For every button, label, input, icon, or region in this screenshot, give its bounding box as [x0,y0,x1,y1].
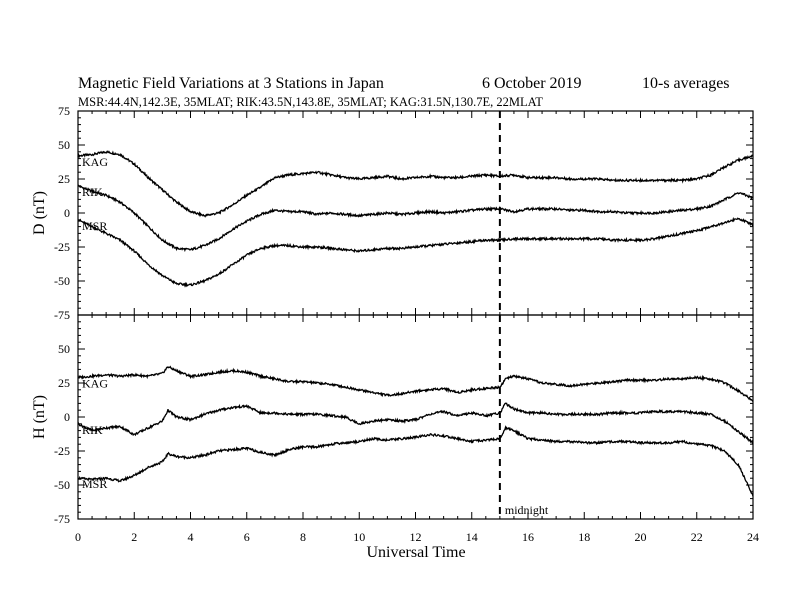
y-tick-label: -50 [54,478,70,492]
x-tick-label: 12 [410,530,422,544]
station-coordinates-subtitle: MSR:44.4N,142.3E, 35MLAT; RIK:43.5N,143.… [78,95,543,109]
series-line-msr [77,425,754,497]
y-tick-label: -75 [54,512,70,526]
x-tick-label: 24 [747,530,759,544]
series-line-rik [77,402,754,445]
y-tick-label: 0 [64,410,70,424]
x-tick-label: 6 [244,530,250,544]
midnight-label: midnight [505,503,549,517]
series-label-msr: MSR [82,219,107,233]
series-line-rik [77,184,754,253]
y-tick-label: -25 [54,240,70,254]
y-tick-label: -75 [54,308,70,322]
x-tick-label: 2 [131,530,137,544]
series-label-kag: KAG [82,377,108,391]
x-tick-label: 0 [75,530,81,544]
x-tick-label: 22 [691,530,703,544]
series-line-kag [77,150,754,218]
chart-averaging: 10-s averages [642,75,730,92]
x-tick-label: 10 [353,530,365,544]
chart-date: 6 October 2019 [482,75,582,92]
series-label-rik: RIK [82,423,103,437]
x-tick-label: 18 [578,530,590,544]
panel-h: 50 25 0 -25 -50 -75 H (nT) KAG RIK MSR [31,314,754,526]
x-tick-label: 8 [300,530,306,544]
x-tick-label: 20 [635,530,647,544]
x-tick-label: 14 [466,530,478,544]
y-tick-label: 75 [58,104,70,118]
series-label-rik: RIK [82,185,103,199]
series-line-kag [77,365,754,403]
series-line-msr [77,216,754,288]
y-tick-label: 50 [58,342,70,356]
y-tick-label: -50 [54,274,70,288]
y-tick-label: 50 [58,138,70,152]
y-axis-label: D (nT) [31,191,48,235]
y-tick-label: -25 [54,444,70,458]
x-tick-label: 4 [188,530,194,544]
y-axis-label: H (nT) [31,395,48,439]
panel-d: 75 50 25 0 -25 -50 -75 D (nT) KAG RIK MSR [31,104,754,322]
series-label-kag: KAG [82,155,108,169]
x-tick-label: 16 [522,530,534,544]
x-axis-label: Universal Time [366,544,465,561]
series-label-msr: MSR [82,477,107,491]
y-tick-label: 25 [58,172,70,186]
y-tick-label: 0 [64,206,70,220]
chart-title: Magnetic Field Variations at 3 Stations … [78,75,384,92]
y-tick-label: 25 [58,376,70,390]
